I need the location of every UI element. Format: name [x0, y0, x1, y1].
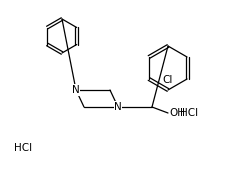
Text: OH: OH [168, 108, 184, 118]
Text: Cl: Cl [162, 75, 172, 85]
Text: HCl: HCl [179, 108, 197, 118]
Text: N: N [72, 85, 79, 95]
Text: N: N [114, 102, 121, 112]
Text: HCl: HCl [14, 143, 32, 153]
